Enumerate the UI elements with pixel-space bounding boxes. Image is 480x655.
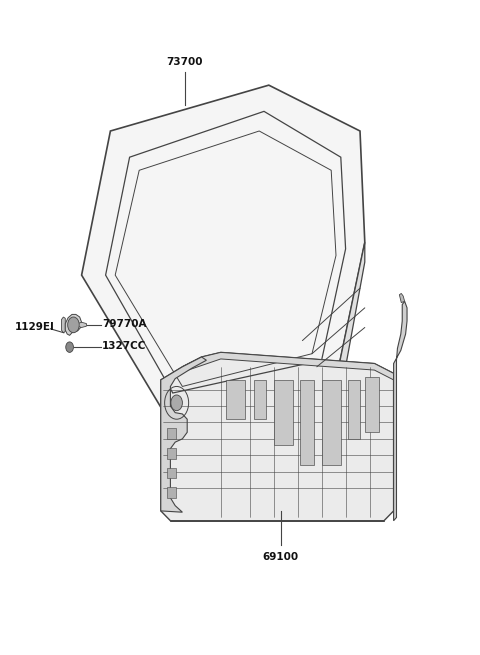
Text: 73700: 73700 <box>167 57 203 67</box>
Text: 1129EI: 1129EI <box>14 322 54 333</box>
Circle shape <box>66 342 73 352</box>
Polygon shape <box>61 317 65 333</box>
Polygon shape <box>65 314 82 335</box>
Polygon shape <box>161 357 206 512</box>
Text: 69100: 69100 <box>263 552 299 561</box>
Text: 1327CC: 1327CC <box>102 341 146 351</box>
Bar <box>167 428 176 439</box>
Polygon shape <box>168 242 365 432</box>
Polygon shape <box>399 293 405 303</box>
Circle shape <box>68 317 79 333</box>
Bar <box>322 380 341 465</box>
Bar <box>300 380 314 465</box>
Circle shape <box>171 395 182 411</box>
Bar <box>167 448 176 458</box>
Bar <box>167 487 176 498</box>
Polygon shape <box>82 85 365 419</box>
Text: 79770A: 79770A <box>102 318 146 329</box>
Bar <box>167 468 176 478</box>
Bar <box>365 377 379 432</box>
Bar <box>274 380 293 445</box>
Bar <box>254 380 266 419</box>
Bar <box>226 380 245 419</box>
Polygon shape <box>182 352 394 380</box>
Polygon shape <box>394 301 407 521</box>
Polygon shape <box>78 322 86 328</box>
Bar <box>348 380 360 439</box>
Polygon shape <box>161 352 394 521</box>
